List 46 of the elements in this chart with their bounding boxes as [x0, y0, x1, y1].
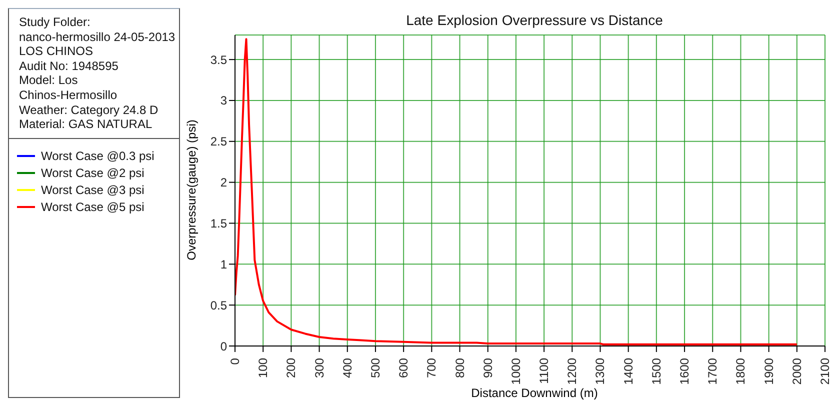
x-tick-label: 500: [368, 358, 382, 378]
x-tick-label: 400: [340, 358, 354, 378]
x-tick-label: 1800: [734, 358, 748, 385]
y-tick-label: 0.5: [210, 298, 228, 312]
y-tick-label: 3.5: [210, 52, 228, 67]
text: LOS CHINOS: [19, 44, 94, 59]
text: Audit No: 1948595: [19, 58, 120, 74]
text: Weather: Category 24.8 D: [19, 102, 160, 118]
text: Model: Los: [19, 73, 79, 88]
x-tick-label: 700: [424, 358, 439, 378]
text: Material: GAS NATURAL: [19, 117, 154, 132]
x-tick-label: 1200: [565, 358, 580, 385]
text: nanco-hermosillo 24-05-2013: [19, 30, 176, 44]
y-tick-label: 3: [220, 94, 228, 108]
x-tick-label: 100: [256, 358, 270, 378]
x-tick-label: 1100: [537, 358, 552, 384]
x-tick-label: 1400: [621, 358, 636, 385]
x-tick-label: 2000: [790, 358, 804, 385]
x-axis-title: Distance Downwind (m): [470, 386, 599, 400]
x-tick-label: 1500: [649, 358, 664, 385]
y-tick-label: 1: [220, 257, 228, 272]
text: Chinos-Hermosillo: [19, 88, 118, 103]
x-tick-label: 1300: [593, 358, 608, 385]
x-tick-label: 1000: [508, 358, 523, 385]
x-tick-label: 1600: [678, 358, 692, 385]
legend-label: Worst Case @5 psi: [41, 198, 144, 216]
x-tick-label: 0: [228, 358, 242, 365]
y-tick-label: 1.5: [210, 216, 228, 230]
legend-label: Worst Case @2 psi: [41, 164, 144, 182]
y-tick-label: 2: [220, 176, 228, 190]
x-tick-label: 1900: [762, 358, 776, 385]
x-tick-label: 800: [452, 358, 467, 378]
text: Study Folder:: [19, 15, 92, 30]
x-tick-label: 1700: [706, 358, 720, 385]
y-tick-label: 2.5: [210, 134, 228, 149]
y-axis-title: Overpressure(gauge) (psi): [184, 120, 198, 260]
x-tick-label: 300: [312, 358, 326, 378]
chart-title: Late Explosion Overpressure vs Distance: [405, 12, 664, 28]
y-tick-label: 0: [220, 339, 228, 354]
x-tick-label: 200: [284, 358, 298, 378]
line-series: [235, 38, 798, 346]
legend-label: Worst Case @0.3 psi: [41, 148, 154, 165]
legend-label: Worst Case @3 psi: [41, 182, 144, 199]
x-tick-label: 600: [396, 358, 411, 378]
x-tick-label: 2100: [818, 358, 832, 385]
x-tick-label: 900: [480, 358, 495, 378]
